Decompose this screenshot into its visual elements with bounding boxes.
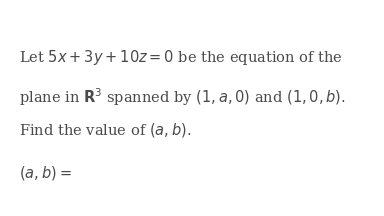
Text: Let $5x + 3y + 10z = 0$ be the equation of the: Let $5x + 3y + 10z = 0$ be the equation … (19, 48, 343, 67)
Text: plane in $\mathbf{R}^3$ spanned by $(1, a, 0)$ and $(1, 0, b).$: plane in $\mathbf{R}^3$ spanned by $(1, … (19, 86, 346, 108)
Text: $(a, b) =$: $(a, b) =$ (19, 164, 72, 182)
Text: Find the value of $(a, b).$: Find the value of $(a, b).$ (19, 121, 192, 139)
